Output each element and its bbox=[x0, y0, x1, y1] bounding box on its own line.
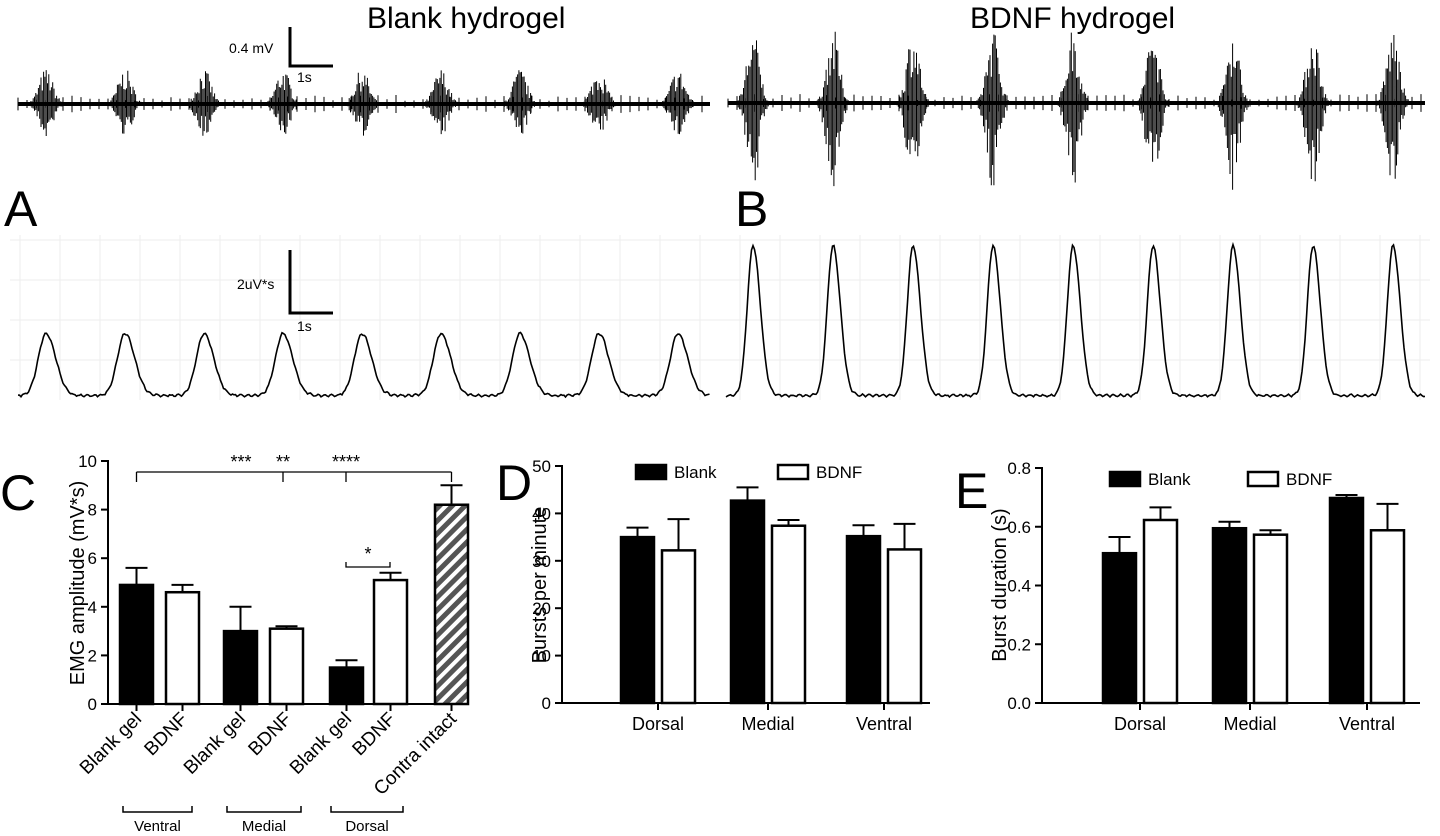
emg-scale-time: 1s bbox=[297, 69, 312, 85]
bar-blank-gel bbox=[328, 666, 365, 706]
x-tick-label: Dorsal bbox=[1114, 714, 1166, 734]
group-bracket bbox=[122, 806, 193, 813]
bar-blank-ventral bbox=[845, 534, 882, 705]
panel-letter-c: C bbox=[0, 465, 36, 521]
group-bracket bbox=[330, 806, 404, 813]
emg-scale-amplitude: 0.4 mV bbox=[229, 40, 274, 56]
bar-blank-gel bbox=[118, 583, 155, 706]
bar-bdnf-medial bbox=[770, 524, 807, 705]
x-tick-label: Medial bbox=[1223, 714, 1276, 734]
emg-scale-bar: 0.4 mV 1s bbox=[229, 27, 333, 85]
y-tick-label: 0 bbox=[88, 695, 97, 714]
emg-trace-bdnf bbox=[727, 31, 1425, 190]
legend-label-bdnf: BDNF bbox=[1286, 470, 1332, 489]
chart-burst-duration: E 0.0 0.2 0.4 0.6 0.8 Burst duration (s) Dorsa… bbox=[955, 459, 1420, 734]
group-label: Dorsal bbox=[345, 818, 388, 835]
bar-bdnf-ventral bbox=[1369, 529, 1406, 705]
significance-label: ** bbox=[276, 452, 290, 472]
blank-trace-title: Blank hydrogel bbox=[367, 2, 566, 35]
y-tick-label: 0.4 bbox=[1007, 577, 1031, 596]
bar-bdnf-dorsal bbox=[1142, 518, 1179, 705]
y-tick-label: 0 bbox=[542, 694, 551, 713]
y-tick-label: 10 bbox=[78, 452, 97, 471]
x-tick-label: Ventral bbox=[1339, 714, 1395, 734]
legend-label-blank: Blank bbox=[674, 463, 717, 482]
y-axis-label: Burst duration (s) bbox=[989, 508, 1011, 661]
x-tick-label: BDNF bbox=[245, 709, 296, 760]
y-axis-label: EMG amplitude (mV*s) bbox=[67, 481, 89, 686]
panel-letter-d: D bbox=[496, 455, 532, 511]
x-tick-label: Blank gel bbox=[286, 709, 356, 779]
bar-bdnf bbox=[164, 590, 201, 706]
panel-letter-b: B bbox=[735, 181, 769, 237]
bar-blank-dorsal bbox=[619, 535, 656, 705]
y-tick-label: 30 bbox=[532, 552, 551, 571]
y-tick-label: 20 bbox=[532, 599, 551, 618]
x-tick-label: Dorsal bbox=[632, 714, 684, 734]
chart-bursts-per-minute: D 0 10 20 30 40 50 Bursts per minute Dorsal Medi… bbox=[496, 455, 930, 734]
legend-swatch-blank bbox=[1108, 470, 1142, 488]
bdnf-trace-title: BDNF hydrogel bbox=[970, 2, 1176, 35]
y-tick-label: 6 bbox=[88, 549, 97, 568]
y-tick-label: 8 bbox=[88, 501, 97, 520]
panel-letter-e: E bbox=[955, 463, 988, 519]
y-tick-label: 50 bbox=[532, 457, 551, 476]
legend-swatch-blank bbox=[634, 463, 668, 481]
significance-label: **** bbox=[332, 452, 360, 472]
bar-blank-gel bbox=[222, 629, 259, 706]
bar-blank-ventral bbox=[1328, 496, 1365, 705]
y-axis-label: Bursts per minute bbox=[529, 507, 551, 664]
significance-label: * bbox=[364, 544, 371, 564]
trace-grid bbox=[10, 235, 1430, 400]
legend-swatch-bdnf bbox=[776, 463, 810, 481]
integrated-scale-amplitude: 2uV*s bbox=[237, 276, 274, 292]
y-tick-label: 40 bbox=[532, 504, 551, 523]
significance-label: *** bbox=[230, 452, 251, 472]
bar-bdnf bbox=[372, 578, 409, 706]
integrated-trace-bdnf bbox=[725, 241, 1426, 399]
significance-line bbox=[345, 562, 391, 568]
emg-trace-blank bbox=[17, 70, 710, 136]
bar-bdnf bbox=[268, 627, 305, 706]
y-tick-label: 4 bbox=[88, 598, 97, 617]
legend-label-blank: Blank bbox=[1148, 470, 1191, 489]
integrated-scale-time: 1s bbox=[297, 318, 312, 334]
panel-letter-a: A bbox=[4, 181, 38, 237]
bar-contra-intact bbox=[433, 503, 470, 706]
x-tick-label: BDNF bbox=[141, 709, 192, 760]
x-tick-label: Ventral bbox=[856, 714, 912, 734]
legend-swatch-bdnf bbox=[1246, 470, 1280, 488]
x-tick-label: Medial bbox=[741, 714, 794, 734]
x-tick-label: Blank gel bbox=[180, 709, 250, 779]
x-tick-label: BDNF bbox=[349, 709, 400, 760]
bar-blank-dorsal bbox=[1101, 551, 1138, 705]
bar-blank-medial bbox=[729, 499, 766, 705]
y-tick-label: 0.0 bbox=[1007, 694, 1031, 713]
y-tick-label: 0.8 bbox=[1007, 459, 1031, 478]
y-tick-label: 2 bbox=[88, 646, 97, 665]
y-tick-label: 0.6 bbox=[1007, 518, 1031, 537]
y-tick-label: 0.2 bbox=[1007, 635, 1031, 654]
legend-label-bdnf: BDNF bbox=[816, 463, 862, 482]
bar-bdnf-dorsal bbox=[660, 549, 697, 705]
bar-blank-medial bbox=[1211, 526, 1248, 705]
group-label: Ventral bbox=[134, 818, 181, 835]
group-bracket bbox=[226, 806, 302, 813]
x-tick-label: Blank gel bbox=[76, 709, 146, 779]
integrated-trace-blank bbox=[17, 331, 710, 399]
bar-bdnf-medial bbox=[1252, 533, 1289, 705]
bar-bdnf-ventral bbox=[886, 548, 923, 705]
group-label: Medial bbox=[242, 818, 286, 835]
y-tick-label: 10 bbox=[532, 647, 551, 666]
integrated-scale-bar: 2uV*s 1s bbox=[237, 250, 333, 334]
